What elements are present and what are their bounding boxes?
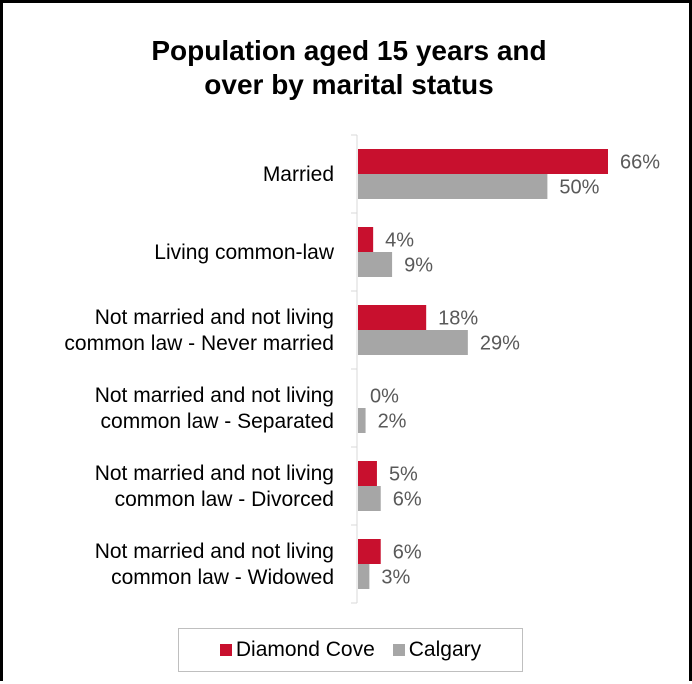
data-label: 66% — [620, 152, 660, 174]
bar-calgary — [358, 408, 366, 433]
legend-item-calgary: Calgary — [392, 638, 482, 662]
data-label: 3% — [381, 567, 410, 589]
category-label: Not married and not living — [95, 462, 334, 485]
bar-calgary — [358, 174, 548, 199]
chart-title-line-2: over by marital status — [204, 69, 494, 100]
bar-calgary — [358, 252, 393, 277]
chart-legend: Diamond Cove Calgary — [178, 628, 523, 672]
category-label: common law - Widowed — [111, 566, 334, 589]
data-label: 6% — [393, 542, 422, 564]
data-label: 2% — [378, 411, 407, 433]
bar-calgary — [358, 564, 370, 589]
bar-calgary — [358, 486, 381, 511]
bar-diamond-cove — [358, 461, 377, 486]
category-label: Not married and not living — [95, 306, 334, 329]
bar-chart: Married 66% 50% Living common-law 4% 9% Not ma… — [64, 134, 660, 604]
data-label: 9% — [404, 255, 433, 277]
legend-label-diamond-cove: Diamond Cove — [235, 638, 375, 661]
chart-title: Population aged 15 years and over by mar… — [43, 34, 655, 102]
data-label: 6% — [393, 489, 422, 511]
data-label: 5% — [389, 464, 418, 486]
bar-diamond-cove — [358, 227, 374, 252]
legend-swatch-diamond-cove — [219, 644, 232, 656]
legend-item-diamond-cove: Diamond Cove — [219, 638, 375, 662]
data-label: 0% — [370, 386, 399, 408]
bar-diamond-cove — [358, 149, 608, 174]
bar-diamond-cove — [358, 539, 381, 564]
category-label: Living common-law — [154, 241, 335, 264]
category-label: common law - Never married — [64, 332, 334, 355]
legend-label-calgary: Calgary — [408, 638, 482, 661]
category-label: Not married and not living — [95, 384, 334, 407]
data-label: 29% — [480, 333, 520, 355]
category-label: common law - Separated — [101, 410, 334, 433]
bar-diamond-cove — [358, 305, 427, 330]
chart-title-line-1: Population aged 15 years and — [151, 35, 547, 66]
data-label: 50% — [559, 177, 599, 199]
category-label: common law - Divorced — [115, 488, 334, 511]
category-label: Married — [263, 163, 334, 186]
legend-swatch-calgary — [392, 644, 405, 656]
bar-calgary — [358, 330, 468, 355]
data-label: 18% — [438, 308, 478, 330]
category-label: Not married and not living — [95, 540, 334, 563]
data-label: 4% — [385, 230, 414, 252]
